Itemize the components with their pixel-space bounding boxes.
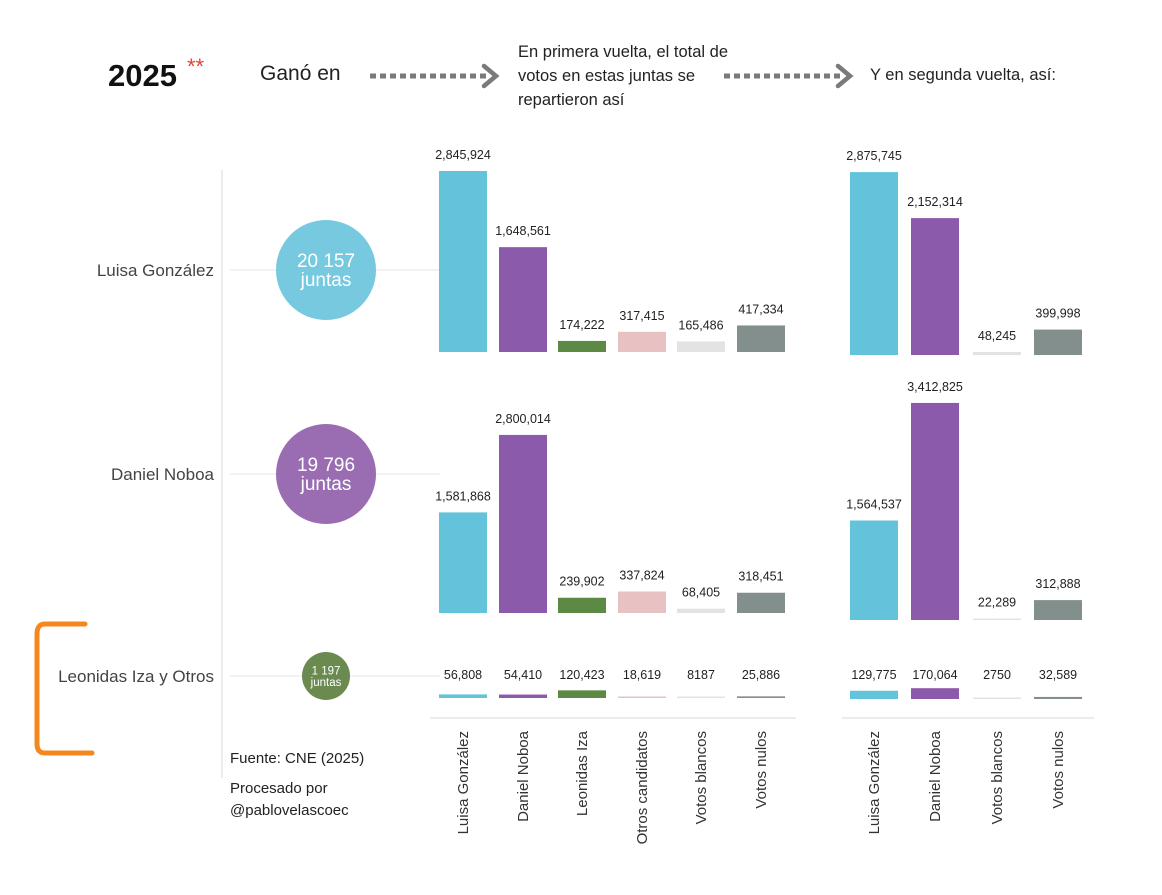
bar-first-round bbox=[737, 592, 785, 613]
bar-first-round bbox=[618, 696, 666, 698]
header-arrows bbox=[370, 63, 854, 89]
bar-value-label: 56,808 bbox=[444, 668, 482, 682]
bar-second-round bbox=[911, 402, 959, 620]
juntas-count: 19 796 bbox=[297, 455, 355, 476]
bar-value-label: 1,581,868 bbox=[435, 489, 491, 503]
bar-first-round bbox=[737, 696, 785, 698]
bar-second-round bbox=[973, 351, 1021, 355]
bar-second-round bbox=[973, 697, 1021, 699]
bar-second-round bbox=[911, 688, 959, 699]
highlight-bracket bbox=[34, 621, 95, 756]
bar-first-round bbox=[737, 325, 785, 352]
bar-value-label: 318,451 bbox=[738, 570, 783, 584]
header-arrow-head-2 bbox=[835, 63, 854, 89]
bar-value-label: 3,412,825 bbox=[907, 380, 963, 394]
bar-value-label: 25,886 bbox=[742, 668, 780, 682]
bar-value-label: 165,486 bbox=[678, 318, 723, 332]
category-tick-label: Otros candidatos bbox=[634, 731, 651, 844]
category-tick-label: Luisa González bbox=[866, 731, 883, 834]
bar-value-label: 120,423 bbox=[559, 668, 604, 682]
bar-first-round bbox=[618, 331, 666, 352]
first-round-heading: En primera vuelta, el total de votos en … bbox=[518, 43, 729, 109]
bar-value-label: 8187 bbox=[687, 668, 715, 682]
bar-value-label: 2,800,014 bbox=[495, 412, 551, 426]
bar-first-round bbox=[558, 340, 606, 352]
bar-value-label: 417,334 bbox=[738, 302, 783, 316]
bar-value-label: 32,589 bbox=[1039, 668, 1077, 682]
bar-second-round bbox=[1034, 600, 1082, 620]
bar-first-round bbox=[677, 341, 725, 352]
header-arrow-head-1 bbox=[481, 63, 500, 89]
category-tick-label: Luisa González bbox=[455, 731, 472, 834]
bar-first-round bbox=[439, 512, 487, 613]
bar-value-label: 170,064 bbox=[912, 668, 957, 682]
juntas-unit: juntas bbox=[300, 474, 352, 495]
category-tick-label: Leonidas Iza bbox=[574, 730, 591, 816]
bar-first-round bbox=[677, 608, 725, 613]
bar-first-round bbox=[439, 694, 487, 698]
second-round-heading: Y en segunda vuelta, así: bbox=[870, 66, 1056, 84]
bar-value-label: 174,222 bbox=[559, 318, 604, 332]
bar-value-label: 54,410 bbox=[504, 668, 542, 682]
row-label-winner: Daniel Noboa bbox=[111, 465, 215, 484]
row-label-winner: Leonidas Iza y Otros bbox=[58, 667, 214, 686]
bar-second-round bbox=[850, 690, 898, 699]
bar-value-label: 399,998 bbox=[1035, 307, 1080, 321]
bar-first-round bbox=[439, 171, 487, 352]
category-tick-label: Daniel Noboa bbox=[927, 730, 944, 822]
bar-first-round bbox=[677, 696, 725, 698]
bar-first-round bbox=[558, 597, 606, 613]
category-tick-label: Votos nulos bbox=[1050, 731, 1067, 809]
bar-second-round bbox=[1034, 329, 1082, 355]
chart-labels: Luisa González 2,845,924 1,648,561 174,222 3… bbox=[58, 148, 1081, 844]
winner-heading: Ganó en bbox=[260, 62, 341, 85]
juntas-circle bbox=[302, 652, 350, 700]
bar-first-round bbox=[618, 591, 666, 613]
bar-value-label: 18,619 bbox=[623, 668, 661, 682]
bar-value-label: 22,289 bbox=[978, 596, 1016, 610]
bar-first-round bbox=[499, 247, 547, 352]
bar-value-label: 2,152,314 bbox=[907, 195, 963, 209]
category-tick-label: Daniel Noboa bbox=[515, 730, 532, 822]
bar-value-label: 129,775 bbox=[851, 668, 896, 682]
category-tick-label: Votos blancos bbox=[989, 731, 1006, 824]
bar-first-round bbox=[499, 434, 547, 613]
bar-value-label: 317,415 bbox=[619, 309, 664, 323]
bar-value-label: 2,845,924 bbox=[435, 148, 491, 162]
year-title: 2025 bbox=[108, 58, 177, 93]
bar-value-label: 1,564,537 bbox=[846, 497, 902, 511]
juntas-count: 20 157 bbox=[297, 251, 355, 272]
year-asterisks: ** bbox=[187, 54, 205, 79]
bar-second-round bbox=[1034, 696, 1082, 699]
bar-first-round bbox=[558, 690, 606, 698]
category-tick-label: Votos blancos bbox=[693, 731, 710, 824]
juntas-count: 1 197 bbox=[312, 665, 341, 677]
bar-value-label: 1,648,561 bbox=[495, 224, 551, 238]
bar-value-label: 312,888 bbox=[1035, 577, 1080, 591]
credit-note: Procesado por @pablovelascoec bbox=[230, 780, 349, 819]
source-note: Fuente: CNE (2025) bbox=[230, 750, 365, 767]
bar-value-label: 337,824 bbox=[619, 569, 664, 583]
juntas-circle bbox=[276, 220, 376, 320]
bar-value-label: 48,245 bbox=[978, 329, 1016, 343]
juntas-unit: juntas bbox=[310, 677, 342, 689]
bar-second-round bbox=[850, 520, 898, 620]
bar-value-label: 2750 bbox=[983, 668, 1011, 682]
juntas-unit: juntas bbox=[300, 270, 352, 291]
bar-value-label: 68,405 bbox=[682, 586, 720, 600]
category-tick-label: Votos nulos bbox=[753, 731, 770, 809]
juntas-circle bbox=[276, 424, 376, 524]
bar-second-round bbox=[911, 218, 959, 355]
bar-value-label: 2,875,745 bbox=[846, 149, 902, 163]
row-label-winner: Luisa González bbox=[97, 261, 214, 280]
bar-value-label: 239,902 bbox=[559, 575, 604, 589]
bar-second-round bbox=[850, 172, 898, 355]
bar-second-round bbox=[973, 618, 1021, 620]
bar-first-round bbox=[499, 694, 547, 698]
chart-bars bbox=[439, 171, 1082, 699]
